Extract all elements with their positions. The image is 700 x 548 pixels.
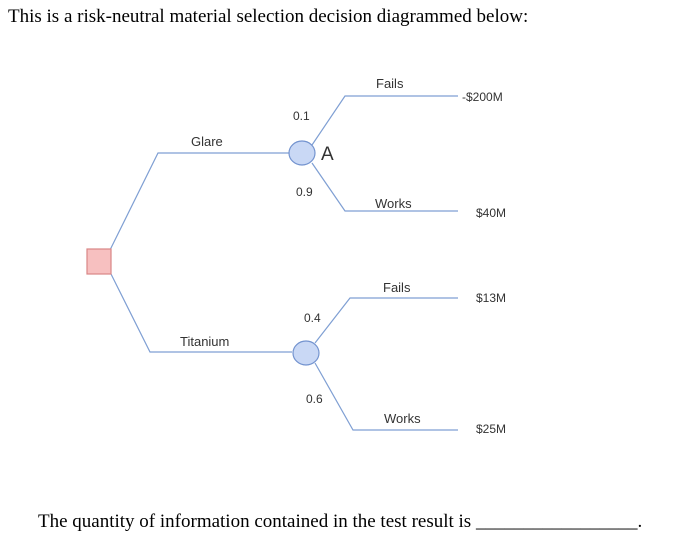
branch-titanium-works — [314, 362, 458, 431]
branch-glare — [109, 152, 292, 251]
payoff-glare-works: $40M — [476, 206, 506, 220]
decision-node — [86, 248, 112, 275]
question-text: The quantity of information contained in… — [38, 511, 642, 533]
payoff-glare-fails: -$200M — [462, 90, 503, 104]
tree-branches — [109, 95, 458, 431]
chance-node-glare — [288, 140, 316, 166]
alternative-label-glare: Glare — [191, 134, 223, 149]
outcome-label-glare-works: Works — [375, 196, 412, 211]
outcome-label-glare-fails: Fails — [376, 76, 404, 91]
question-prompt: The quantity of information contained in… — [38, 511, 472, 532]
payoff-titanium-fails: $13M — [476, 291, 506, 305]
outcome-label-titanium-works: Works — [384, 411, 421, 426]
probability-titanium-fails: 0.4 — [304, 311, 321, 325]
probability-glare-fails: 0.1 — [293, 109, 310, 123]
branch-glare-fails — [311, 95, 458, 146]
chance-node-label-a: A — [321, 144, 334, 165]
branch-titanium — [109, 271, 292, 353]
payoff-titanium-works: $25M — [476, 422, 506, 436]
branch-glare-works — [311, 162, 458, 212]
branch-titanium-fails — [314, 297, 458, 344]
probability-glare-works: 0.9 — [296, 185, 313, 199]
intro-text: This is a risk-neutral material selectio… — [8, 6, 529, 27]
answer-blank: _________________. — [475, 511, 643, 532]
alternative-label-titanium: Titanium — [180, 334, 229, 349]
outcome-label-titanium-fails: Fails — [383, 280, 411, 295]
chance-node-titanium — [292, 340, 320, 366]
probability-titanium-works: 0.6 — [306, 392, 323, 406]
